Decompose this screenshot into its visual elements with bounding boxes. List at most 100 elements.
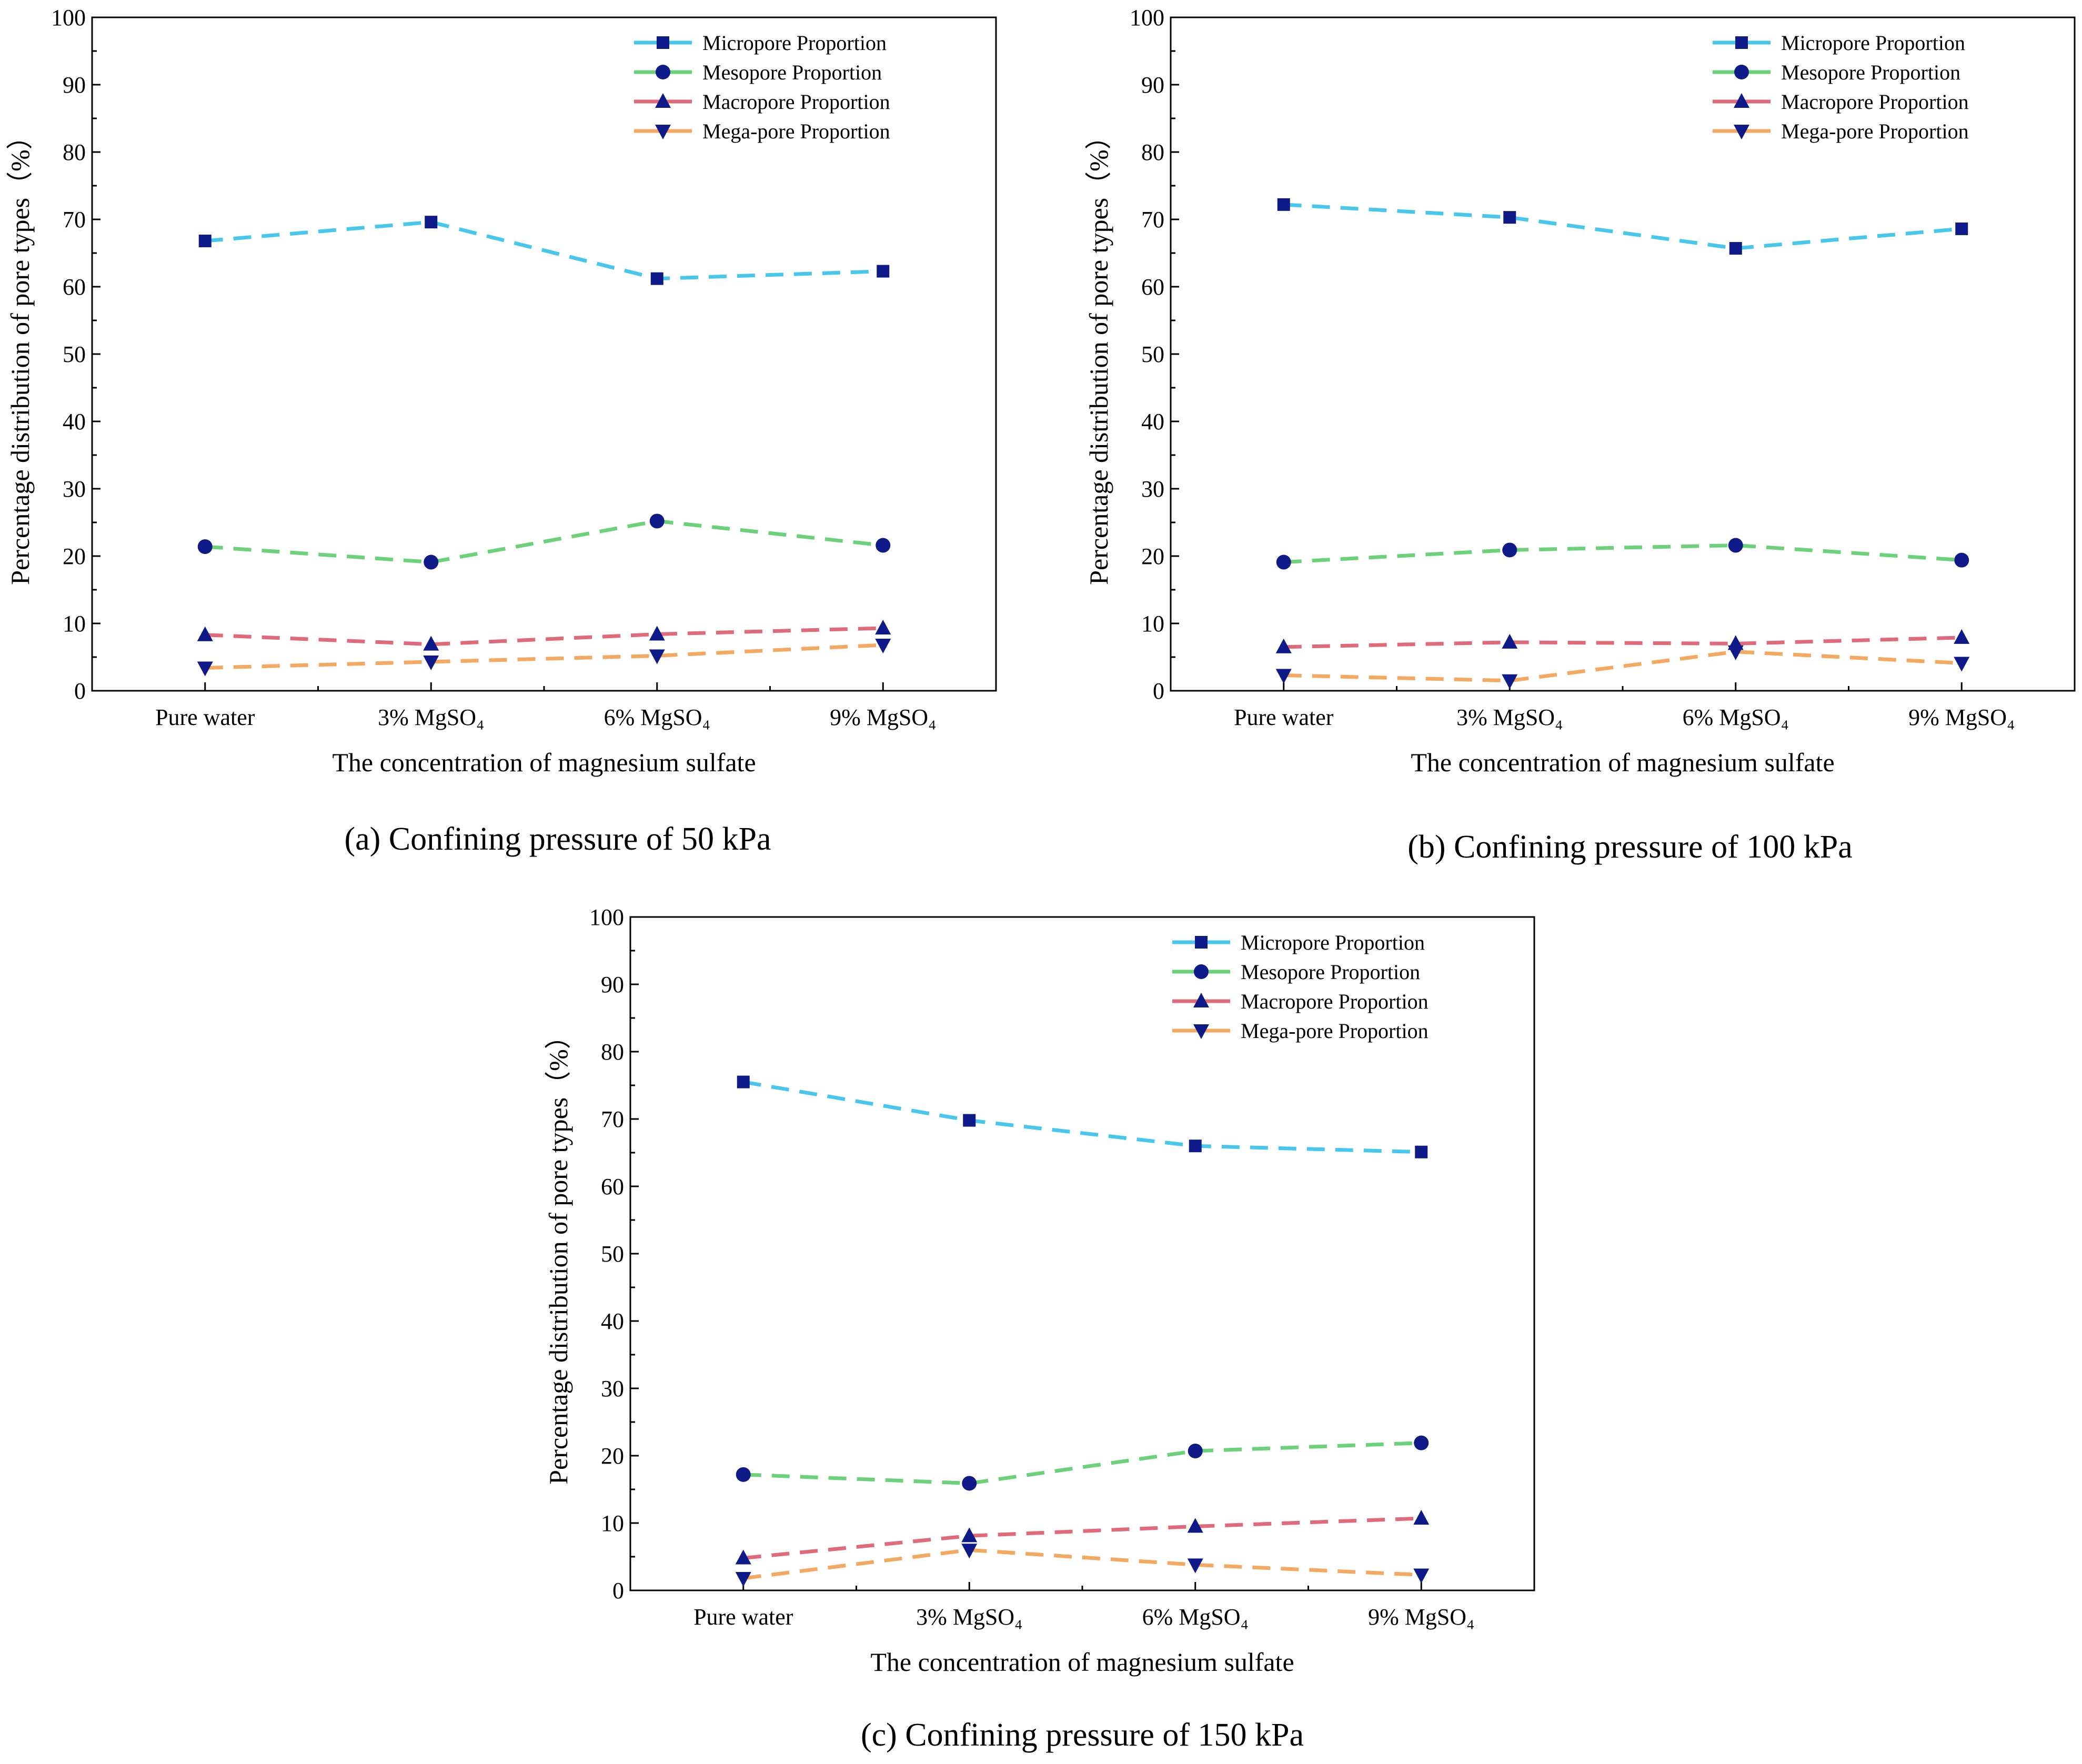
data-point-s2-2 [962,1476,977,1491]
y-tick-label: 60 [601,1174,624,1199]
y-tick-label: 50 [601,1241,624,1267]
data-point-s4-2 [961,1544,978,1559]
y-tick-label: 60 [1141,274,1164,300]
series-line-1 [743,1080,1422,1154]
y-tick-label: 20 [601,1443,624,1469]
data-point-s4-2 [423,655,439,670]
legend-entry: Mega-pore Proportion [702,119,890,143]
data-point-s2-1 [736,1467,751,1482]
chart-panel-2: 0 10 20 30 40 50 60 70 80 90 100 Pure water 3% MgSO₄… [1084,5,2076,865]
data-point-s2-4 [876,538,891,553]
data-point-s2-1 [197,539,213,555]
y-tick-label: 90 [601,972,624,997]
y-tick-label: 70 [601,1106,624,1132]
data-point-s2-3 [1188,1444,1203,1459]
chart-panel-3: 0 10 20 30 40 50 60 70 80 90 100 Pure water 3% MgSO₄… [544,904,1535,1753]
series-line-1 [205,220,883,281]
y-tick-label: 40 [63,409,86,435]
series-line-3 [743,1516,1422,1560]
series-line-2 [1283,543,1962,565]
x-tick-label: 9% MgSO₄ [1368,1604,1474,1630]
y-tick-label: 50 [1141,341,1164,367]
data-point-s1-4 [1415,1145,1428,1158]
x-tick-label: 6% MgSO₄ [1142,1604,1249,1630]
y-axis-title: Percentage distribution of pore types（%） [1084,123,1113,585]
x-axis-title: The concentration of magnesium sulfate [332,748,756,777]
y-tick-label: 0 [1153,678,1164,704]
legend-marker [1193,993,1209,1007]
data-point-s1-3 [1729,242,1742,255]
y-tick-label: 100 [1130,5,1164,31]
plot-frame [629,916,1535,1591]
data-point-s1-3 [650,272,663,285]
data-point-s2-2 [1502,542,1517,558]
data-point-s2-4 [1954,552,1969,568]
x-tick-label: 9% MgSO₄ [830,704,936,730]
y-tick-label: 10 [1141,611,1164,637]
y-tick-label: 30 [601,1376,624,1402]
chart-caption: (a) Confining pressure of 50 kPa [345,821,771,857]
x-tick-label: 6% MgSO₄ [604,704,710,730]
legend-entry: Macropore Proportion [702,90,890,114]
data-point-s4-4 [1413,1568,1430,1584]
data-point-s4-1 [735,1571,751,1587]
y-tick-label: 30 [1141,476,1164,502]
legend-entry: Micropore Proportion [702,31,887,55]
data-point-s3-4 [1413,1510,1430,1525]
data-point-s1-2 [425,216,438,229]
y-tick-label: 90 [63,72,86,98]
data-point-s1-1 [737,1075,750,1088]
chart-panel-1: 0 10 20 30 40 50 60 70 80 90 100 Pure water 3% MgSO₄… [5,5,997,857]
legend-entry: Micropore Proportion [1241,931,1425,954]
legend-marker [1195,936,1208,949]
data-point-s2-1 [1276,555,1291,570]
legend-marker [655,125,671,139]
legend-marker [1734,65,1749,79]
legend-marker [1734,125,1749,139]
chart-caption: (b) Confining pressure of 100 kPa [1407,829,1852,865]
y-tick-label: 70 [63,207,86,233]
data-point-s2-2 [424,555,439,570]
data-point-s1-1 [1277,198,1290,211]
y-tick-label: 10 [63,611,86,637]
data-point-s3-2 [961,1527,978,1543]
data-point-s4-3 [1187,1558,1203,1574]
plot-frame [91,16,997,692]
legend-marker [1734,93,1749,108]
data-point-s4-3 [1727,645,1744,660]
y-tick-label: 80 [63,139,86,165]
data-point-s1-2 [1503,211,1516,224]
data-point-s3-4 [875,619,891,634]
data-point-s3-1 [735,1549,751,1565]
y-tick-label: 60 [63,274,86,300]
x-tick-label: Pure water [1234,704,1334,730]
y-tick-label: 30 [63,476,86,502]
y-tick-label: 90 [1141,72,1164,98]
y-tick-label: 80 [1141,139,1164,165]
legend-entry: Micropore Proportion [1781,31,1965,55]
x-tick-label: 9% MgSO₄ [1908,704,2015,730]
data-point-s1-4 [1955,222,1968,235]
y-axis-title: Percentage distribution of pore types（%） [544,1023,573,1485]
data-point-s3-1 [1275,638,1292,653]
legend-marker [655,93,671,108]
data-point-s4-3 [649,649,665,664]
data-point-s3-3 [1187,1518,1203,1533]
series-line-2 [205,519,883,565]
data-point-s2-3 [649,513,665,529]
y-tick-label: 80 [601,1039,624,1065]
data-point-s1-1 [198,234,212,247]
y-tick-label: 40 [1141,409,1164,435]
data-point-s4-4 [875,638,891,653]
x-axis-title: The concentration of magnesium sulfate [1411,748,1834,777]
legend-entry: Mega-pore Proportion [1241,1019,1429,1043]
y-tick-label: 0 [612,1578,624,1604]
x-tick-label: Pure water [693,1604,793,1630]
legend-entry: Mesopore Proportion [1241,960,1420,984]
legend-entry: Macropore Proportion [1241,990,1429,1013]
series-line-2 [743,1441,1422,1485]
y-tick-label: 10 [601,1510,624,1536]
data-point-s1-4 [877,265,890,278]
data-point-s4-4 [1954,657,1970,672]
